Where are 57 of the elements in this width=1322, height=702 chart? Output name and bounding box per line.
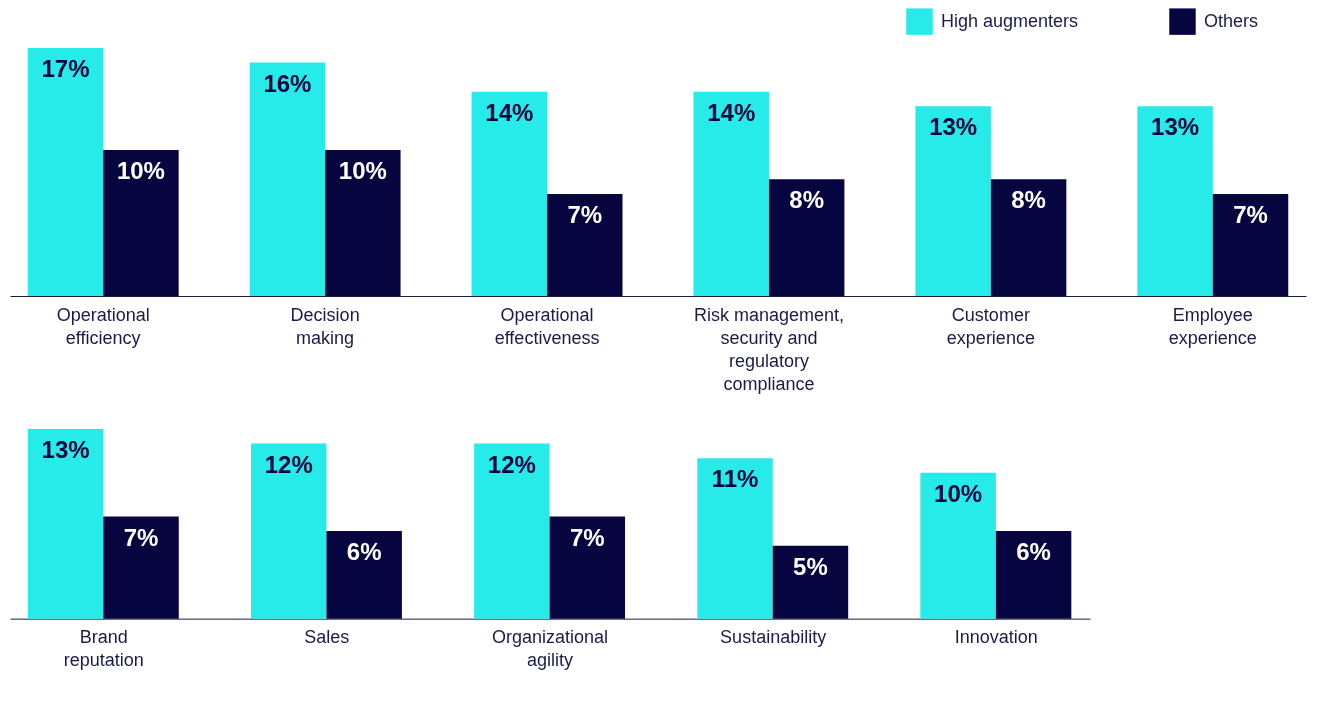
x-tick-label: Brand reputation [63,627,144,671]
bar [920,472,996,619]
data-label: 7% [569,523,605,551]
data-label: 5% [793,552,828,580]
bar [27,48,104,296]
data-label: 13% [41,436,90,463]
x-tick-label: Operational effectiveness [494,304,600,348]
bar [27,429,104,619]
bar [471,91,548,296]
bar [1137,106,1213,296]
data-label: 6% [346,538,382,566]
data-label: 8% [789,186,825,214]
data-label: 7% [1233,200,1268,228]
bar [549,516,626,619]
data-label: 12% [264,450,313,478]
data-label: 8% [1011,186,1046,214]
x-tick-label: Decision making [290,304,360,348]
bar [325,150,401,296]
data-label: 10% [338,157,387,185]
bar [768,179,845,296]
bar [250,443,327,619]
bar [547,193,623,296]
bar [697,458,773,619]
data-label: 13% [1151,113,1200,141]
x-tick-label: Risk management, security and regulatory compliance [693,304,844,394]
x-tick-label: Sales [304,627,350,648]
data-label: 17% [41,55,90,82]
bar [693,91,769,296]
legend-label: Others [1204,10,1259,31]
x-tick-label: Operational efficiency [56,304,150,348]
bar [326,531,402,619]
data-label: 14% [485,98,534,126]
bar [474,443,550,619]
data-label: 10% [116,157,165,185]
bar [772,545,849,619]
bar [990,179,1067,296]
bar [915,106,991,296]
x-tick-label: Sustainability [720,627,827,648]
data-label: 16% [263,69,312,97]
bar [103,516,179,619]
data-label: 7% [123,523,159,551]
legend-label: High augmenters [941,10,1079,31]
data-label: 10% [934,479,983,507]
data-label: 6% [1016,538,1051,566]
data-label: 12% [487,450,536,478]
bar [1212,193,1289,296]
x-tick-label: Innovation [954,627,1038,648]
bar [995,531,1072,619]
data-label: 14% [707,98,756,126]
data-label: 7% [567,200,603,228]
data-label: 13% [929,113,978,141]
bar [103,150,179,296]
x-tick-label: Employee experience [1168,304,1257,348]
x-tick-label: Customer experience [946,304,1035,348]
data-label: 11% [711,465,759,493]
bar [249,62,326,296]
x-tick-label: Organizational agility [491,627,609,671]
